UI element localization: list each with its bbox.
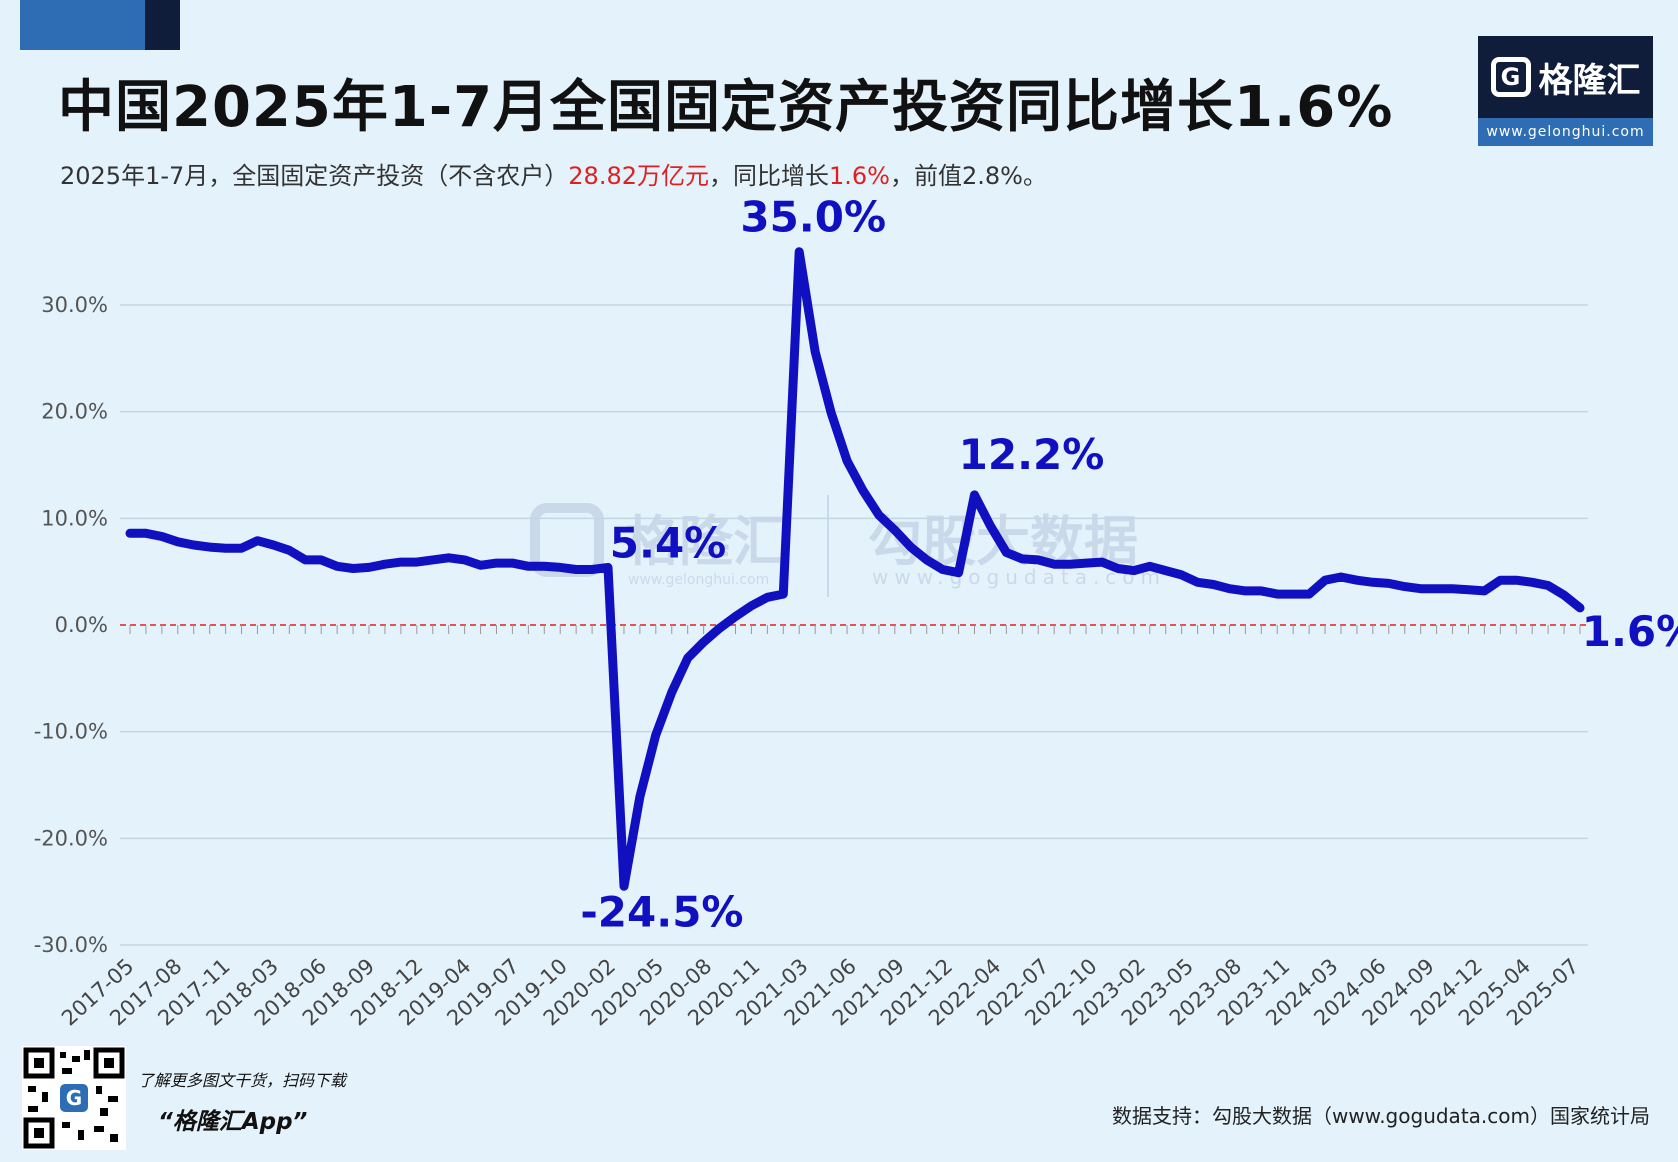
grid-layer <box>120 304 1588 946</box>
top-accent-dark-bar <box>145 0 180 50</box>
y-tick-label: 0.0% <box>55 613 108 637</box>
y-tick-label: 10.0% <box>41 506 108 530</box>
logo-g-icon: G <box>1490 57 1531 97</box>
y-tick-label: -20.0% <box>34 826 108 850</box>
page-subtitle: 2025年1-7月，全国固定资产投资（不含农户）28.82万亿元，同比增长1.6… <box>60 156 1047 191</box>
y-tick-label: -30.0% <box>34 933 108 957</box>
qr-code[interactable]: G <box>22 1046 126 1150</box>
subtitle-text-2: ，同比增长 <box>709 162 829 190</box>
subtitle-text-1: 2025年1-7月，全国固定资产投资（不含农户） <box>60 162 569 190</box>
annotation-layer: 35.0% 12.2% 5.4% -24.5% 1.6% <box>580 193 1678 937</box>
data-label: 12.2% <box>959 430 1105 479</box>
data-label: 5.4% <box>610 518 726 567</box>
subtitle-text-3: ，前值2.8%。 <box>889 162 1047 190</box>
series-layer <box>125 247 1585 891</box>
y-tick-label: 30.0% <box>41 293 108 317</box>
x-axis: 2017-052017-082017-112018-032018-062018-… <box>57 954 1583 1031</box>
logo-url: www.gelonghui.com <box>1478 118 1653 146</box>
subtitle-amount: 28.82万亿元 <box>568 162 709 190</box>
subtitle-growth: 1.6% <box>829 162 890 190</box>
top-accent-bar <box>20 0 145 50</box>
gelonghui-logo: G 格隆汇 www.gelonghui.com <box>1478 36 1653 146</box>
watermark-brand1: 格隆汇 <box>625 510 787 573</box>
y-axis: 30.0% 20.0% 10.0% 0.0% -10.0% -20.0% -30.0% <box>34 293 108 957</box>
y-tick-label: -10.0% <box>34 720 108 744</box>
watermark-brand1-url: www.gelonghui.com <box>628 572 769 588</box>
svg-text:G: G <box>66 1086 82 1110</box>
qr-caption: 了解更多图文干货，扫码下载 <box>138 1071 347 1090</box>
app-name: “格隆汇App” <box>158 1109 308 1135</box>
data-label: 1.6% <box>1582 607 1678 656</box>
data-source: 数据支持：勾股大数据（www.gogudata.com）国家统计局 <box>1111 1104 1650 1128</box>
qr-code-icon: G <box>23 1047 125 1149</box>
data-label: 35.0% <box>740 193 886 242</box>
logo-name: 格隆汇 <box>1538 60 1641 101</box>
series-line <box>125 247 1585 891</box>
y-tick-label: 20.0% <box>41 400 108 424</box>
page-title: 中国2025年1-7月全国固定资产投资同比增长1.6% <box>58 75 1394 140</box>
data-label: -24.5% <box>580 887 743 936</box>
